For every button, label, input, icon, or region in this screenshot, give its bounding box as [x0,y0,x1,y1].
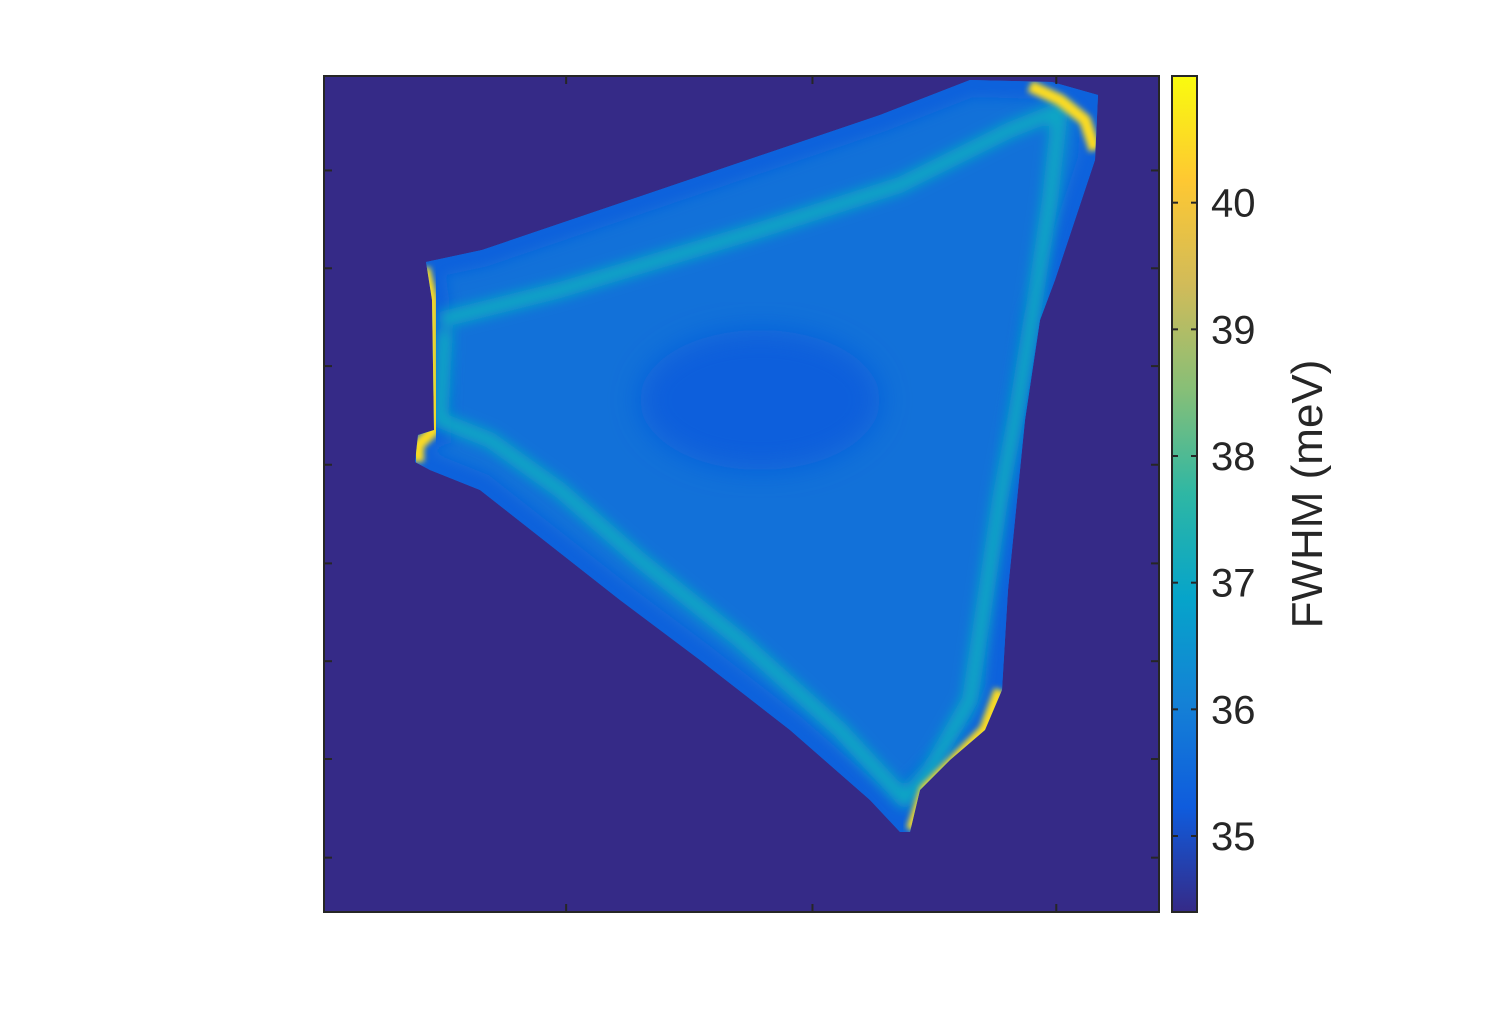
colorbar-tick-label: 37 [1211,562,1256,606]
colorbar: 35 36 37 38 39 40 FWHM (meV) [1171,75,1332,913]
x-ticks [565,76,1058,912]
colorbar-tick-label: 39 [1211,308,1256,352]
colorbar-ticks: 35 36 37 38 39 40 [1172,182,1256,859]
flake-rim-top [1027,80,1098,152]
y-ticks [324,169,1159,859]
colorbar-label: FWHM (meV) [1283,360,1332,629]
colorbar-tick-label: 38 [1211,435,1256,479]
axes [323,75,1160,913]
colorbar-tick-label: 36 [1211,688,1256,732]
heatmap [324,76,1159,912]
axes-frame [323,75,1160,913]
flake-edge-band [432,102,1068,808]
colorbar-tick-label: 40 [1211,182,1256,226]
flake-low-spot [640,330,880,470]
colorbar-tick-label: 35 [1211,815,1256,859]
colorbar-gradient [1172,76,1197,912]
colorbar-frame [1171,75,1198,913]
